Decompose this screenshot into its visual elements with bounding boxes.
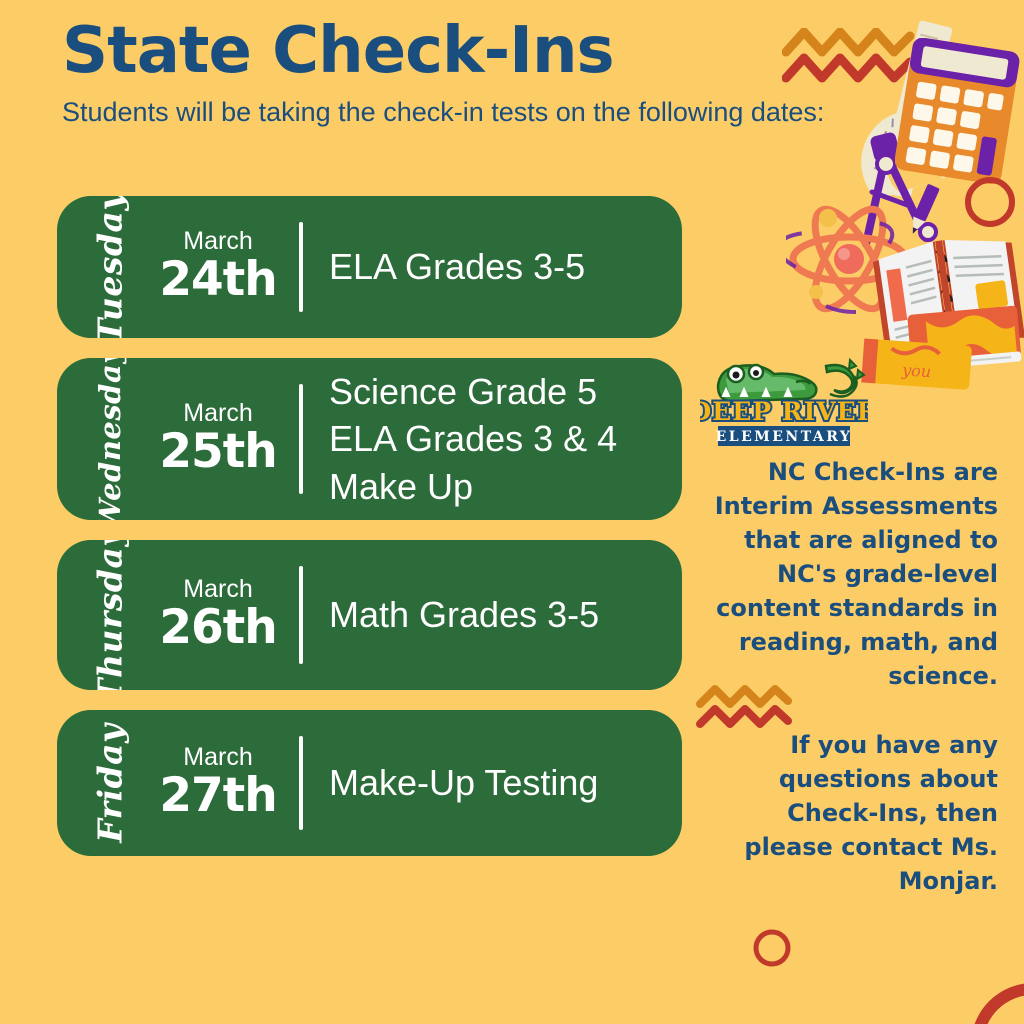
svg-text:you: you: [901, 360, 932, 381]
day-label-wrap: Tuesday: [77, 196, 143, 338]
day-name: Thursday: [90, 540, 130, 690]
sidebar-info: NC Check-Ins are Interim Assessments tha…: [700, 455, 998, 898]
day-name: Tuesday: [90, 196, 130, 338]
event-line: Make Up: [329, 465, 474, 507]
event-block: ELA Grades 3-5: [303, 243, 668, 291]
day-number: 26th: [159, 600, 277, 656]
day-name: Wednesday: [93, 358, 127, 520]
date-block: March 27th: [143, 744, 299, 822]
protractor-icon: [840, 70, 970, 210]
event-line: Math Grades 3-5: [329, 594, 600, 636]
schedule-card-friday[interactable]: Friday March 27th Make-Up Testing: [57, 710, 682, 856]
day-label-wrap: Wednesday: [77, 358, 143, 520]
open-book-icon: [872, 228, 1024, 358]
header: State Check-Ins Students will be taking …: [62, 14, 852, 130]
circle-outline-icon: [752, 928, 792, 968]
sidebar-paragraph-2: If you have any questions about Check-In…: [744, 730, 998, 895]
pencil-icon: [900, 182, 946, 242]
day-number: 24th: [159, 252, 277, 308]
page-subtitle: Students will be taking the check-in tes…: [62, 97, 825, 128]
calculator-icon: [895, 38, 1021, 184]
card-divider: [299, 566, 303, 664]
card-divider: [299, 736, 303, 830]
card-divider: [299, 384, 303, 494]
stacked-books-icon: you: [858, 300, 1024, 392]
month-label: March: [183, 399, 253, 428]
event-line: Science Grade 5: [329, 370, 598, 412]
event-line: ELA Grades 3 & 4: [329, 418, 618, 460]
day-label-wrap: Thursday: [77, 540, 143, 690]
event-block: Math Grades 3-5: [303, 591, 668, 639]
event-line: Make-Up Testing: [329, 762, 599, 804]
page-title: State Check-Ins: [62, 14, 615, 88]
compass-icon: [840, 128, 960, 258]
schedule-card-tuesday[interactable]: Tuesday March 24th ELA Grades 3-5: [57, 196, 682, 338]
schedule-card-wednesday[interactable]: Wednesday March 25th Science Grade 5 ELA…: [57, 358, 682, 520]
card-divider: [299, 222, 303, 312]
event-line: ELA Grades 3-5: [329, 246, 586, 288]
schedule-list: Tuesday March 24th ELA Grades 3-5 Wednes…: [57, 196, 682, 876]
month-label: March: [183, 743, 253, 772]
circle-outline-icon: [962, 174, 1018, 230]
alligator-mascot-icon: [716, 357, 866, 403]
day-number: 25th: [159, 424, 277, 480]
day-number: 27th: [159, 768, 277, 824]
schedule-card-thursday[interactable]: Thursday March 26th Math Grades 3-5: [57, 540, 682, 690]
date-block: March 25th: [143, 400, 299, 478]
sidebar-paragraph-1: NC Check-Ins are Interim Assessments tha…: [714, 458, 998, 691]
day-label-wrap: Friday: [77, 720, 143, 846]
svg-text:ELEMENTARY: ELEMENTARY: [716, 429, 853, 445]
event-block: Make-Up Testing: [303, 759, 668, 807]
ruler-icon: [862, 20, 972, 200]
atom-icon: [786, 196, 912, 322]
svg-text:DEEP RIVER: DEEP RIVER: [700, 397, 868, 426]
circle-outline-icon: [968, 980, 1024, 1024]
event-block: Science Grade 5 ELA Grades 3 & 4 Make Up: [303, 368, 668, 511]
day-name: Friday: [90, 723, 130, 843]
school-logo: DEEP RIVER ELEMENTARY: [700, 352, 868, 448]
month-label: March: [183, 575, 253, 604]
date-block: March 24th: [143, 228, 299, 306]
month-label: March: [183, 227, 253, 256]
date-block: March 26th: [143, 576, 299, 654]
